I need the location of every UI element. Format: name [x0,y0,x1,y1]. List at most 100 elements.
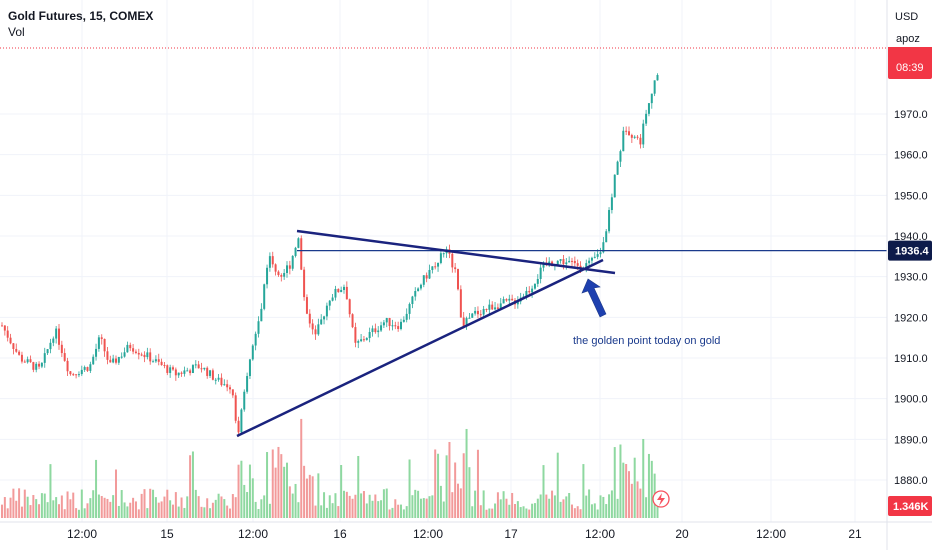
volume-bar [89,498,92,518]
volume-bar [40,493,43,518]
candle-body [317,324,320,335]
volume-bar [642,438,645,518]
volume-bar [368,494,371,518]
volume-bar [328,495,331,518]
volume-bar [528,509,531,518]
volume-bar [462,453,465,518]
candle-body [628,131,630,135]
candle-body [38,363,41,367]
volume-bar [263,495,266,518]
candle-body [411,296,414,305]
candle-body [86,367,89,371]
candle-body [35,363,38,370]
volume-badge [888,496,932,516]
volume-bar [414,489,417,518]
candle-body [58,328,60,345]
candle-body [3,325,6,331]
volume-bar [360,493,363,518]
volume-bar [217,493,220,518]
volume-bar [49,464,52,518]
price-tick-label: 1910.0 [894,353,928,365]
volume-bar [92,490,95,518]
volume-bar [542,465,545,518]
volume-bar [320,505,323,518]
candle-body [1,325,3,327]
price-tick-label: 1880.0 [894,475,928,487]
volume-bar [496,492,499,518]
volume-bar [568,493,571,518]
candle-body [46,349,49,354]
candle-body [414,291,417,297]
candle-body [226,384,229,388]
volume-label[interactable]: Vol [8,25,25,39]
price-axis: 1970.0 1960.0 1950.0 1940.0 1930.0 1920.0 1910… [886,0,932,550]
volume-bar [206,498,209,518]
candle-body [571,260,573,262]
candle-body [576,263,579,266]
volume-bar [63,509,66,518]
candle-body [129,344,132,349]
volume-bar [533,503,536,518]
descending-trendline [296,229,616,275]
candle-body [115,358,117,363]
volume-bar [579,509,582,518]
volume-bar [639,488,642,518]
candle-body [303,269,306,298]
candle-body [194,364,197,366]
volume-bar [32,495,35,518]
volume-bar [191,451,194,518]
volume-bar [300,418,303,518]
candle-body [533,283,536,289]
candle-body [257,321,260,334]
volume-bar [553,495,556,518]
candle-body [49,342,52,350]
symbol-title[interactable]: Gold Futures, 15, COMEX [8,9,154,23]
volume-bar [115,469,117,518]
volume-bar [86,503,89,518]
volume-bar [248,464,251,518]
annotation-text: the golden point today on gold [573,335,720,347]
candle-body [26,359,29,363]
volume-bar [488,508,491,518]
volume-bar [394,499,397,518]
volume-bar [211,502,214,518]
time-tick-label: 12:00 [67,527,97,541]
candle-body [123,352,126,357]
volume-bar [408,459,411,518]
candle-body [120,356,123,358]
candle-body [72,374,75,376]
candle-body [385,318,388,323]
volume-bar [548,498,551,518]
volume-bar [485,509,488,518]
volume-bar [365,503,368,518]
currency-label: USD [895,11,918,23]
candle-body [391,325,394,327]
volume-bar [616,498,619,518]
volume-bar [650,460,653,518]
candle-body [69,371,72,375]
candle-body [568,260,571,263]
candle-body [180,372,183,374]
volume-bar [437,453,440,518]
candle-body [337,288,340,293]
volume-bar [323,492,326,518]
candle-body [499,303,502,309]
volume-bar [602,496,605,518]
candle-body [334,288,337,298]
time-tick-label: 12:00 [413,527,443,541]
volume-bar [343,490,345,518]
volume-bar [174,492,177,518]
volume-bar [291,493,294,518]
candle-body [15,348,18,352]
candle-body [146,352,149,358]
candle-body [18,351,21,355]
candle-body [397,326,400,330]
candle-body [593,256,596,258]
candle-body [542,262,545,268]
candle-body [428,269,431,279]
volume-bar [268,503,271,518]
candle-body [97,337,100,349]
candle-body [647,103,650,114]
candle-body [508,298,511,301]
